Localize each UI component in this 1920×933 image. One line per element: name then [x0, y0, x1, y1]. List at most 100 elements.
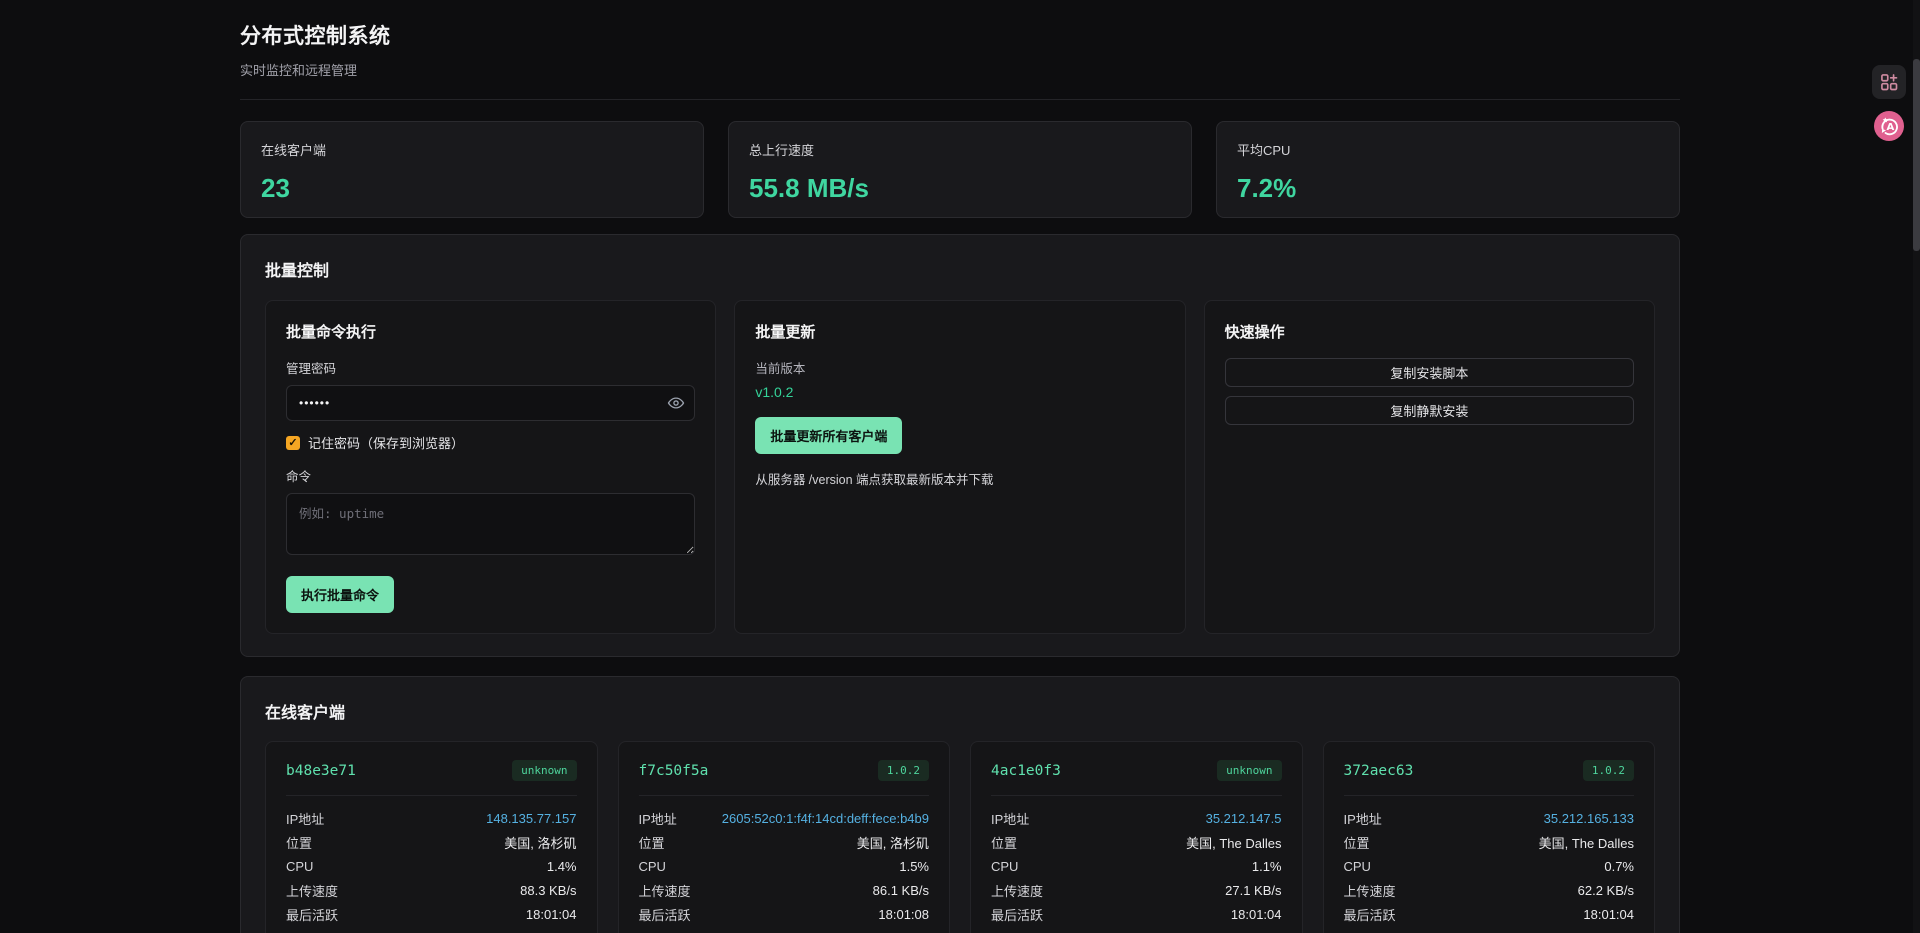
- divider: [1343, 795, 1634, 796]
- cpu-label: CPU: [286, 858, 314, 874]
- client-upload-row: 上传速度 27.1 KB/s: [991, 878, 1282, 902]
- client-ip-row: IP地址 35.212.165.133: [1344, 806, 1635, 830]
- batch-update-all-button[interactable]: 批量更新所有客户端: [755, 417, 903, 454]
- cpu-value: 1.5%: [899, 858, 929, 874]
- divider: [638, 795, 929, 796]
- upload-label: 上传速度: [991, 883, 1044, 899]
- quick-actions-title: 快速操作: [1224, 324, 1285, 341]
- page-header: 分布式控制系统 实时监控和远程管理: [240, 20, 1680, 100]
- client-id: 4ac1e0f3: [991, 762, 1061, 779]
- current-version-value: v1.0.2: [755, 384, 794, 400]
- client-cpu-row: CPU 0.7%: [1344, 854, 1635, 878]
- ip-label: IP地址: [1343, 811, 1382, 827]
- divider: [991, 795, 1282, 796]
- client-version-badge: unknown: [1217, 760, 1282, 781]
- last-active-label: 最后活跃: [286, 907, 339, 923]
- client-ip-row: IP地址 148.135.77.157: [286, 806, 577, 830]
- command-label: 命令: [286, 470, 312, 484]
- cpu-value: 1.4%: [546, 858, 577, 874]
- stat-value: 55.8 MB/s: [749, 173, 869, 203]
- copy-silent-install-button[interactable]: 复制静默安装: [1224, 396, 1634, 425]
- command-textarea[interactable]: [286, 493, 696, 555]
- cpu-value: 1.1%: [1251, 858, 1282, 874]
- location-label: 位置: [638, 835, 665, 851]
- upload-value: 27.1 KB/s: [1225, 882, 1282, 898]
- ip-value: 35.212.165.133: [1543, 810, 1634, 826]
- main-container: 分布式控制系统 实时监控和远程管理 在线客户端 23 总上行速度 55.8 MB…: [240, 0, 1680, 933]
- ip-value: 35.212.147.5: [1205, 810, 1282, 826]
- client-id: 372aec63: [1343, 762, 1414, 779]
- stat-card-avg-cpu: 平均CPU 7.2%: [1216, 121, 1680, 218]
- upload-value: 62.2 KB/s: [1577, 882, 1634, 898]
- last-active-value: 18:01:04: [1230, 906, 1282, 922]
- client-last-active-row: 最后活跃 18:01:04: [1344, 902, 1635, 926]
- remember-password-checkbox[interactable]: ✓: [286, 435, 300, 450]
- batch-command-title: 批量命令执行: [286, 324, 377, 341]
- stat-value: 23: [261, 173, 290, 203]
- client-cpu-row: CPU 1.4%: [286, 854, 577, 878]
- remember-password-row: ✓ 记住密码（保存到浏览器）: [286, 433, 695, 452]
- eye-icon: [668, 397, 685, 409]
- client-upload-row: 上传速度 62.2 KB/s: [1344, 878, 1635, 902]
- upload-value: 86.1 KB/s: [872, 882, 929, 898]
- batch-control-section: 批量控制 批量命令执行 管理密码 ✓ 记住密码（保存到浏: [240, 234, 1680, 657]
- ip-label: IP地址: [991, 811, 1030, 827]
- stat-value: 7.2%: [1237, 173, 1297, 203]
- last-active-value: 18:01:04: [525, 906, 577, 922]
- upload-value: 88.3 KB/s: [520, 882, 577, 898]
- client-ip-row: IP地址 2605:52c0:1:f4f:14cd:deff:fece:b4b9: [639, 806, 930, 830]
- copy-install-script-button[interactable]: 复制安装脚本: [1224, 358, 1634, 387]
- client-location-row: 位置 美国, 洛杉矶: [286, 830, 577, 854]
- execute-batch-command-button[interactable]: 执行批量命令: [286, 576, 395, 613]
- online-clients-section: 在线客户端 b48e3e71 unknown IP地址 148.135.77.1…: [240, 676, 1680, 933]
- batch-control-title: 批量控制: [265, 263, 330, 280]
- quick-actions-panel: 快速操作 复制安装脚本 复制静默安装: [1203, 300, 1655, 634]
- client-card-header: b48e3e71 unknown: [286, 760, 577, 781]
- password-label: 管理密码: [286, 362, 337, 376]
- page-subtitle: 实时监控和远程管理: [240, 63, 358, 78]
- client-version-badge: 1.0.2: [877, 760, 929, 781]
- admin-password-input[interactable]: [286, 385, 696, 421]
- extension-widget-button[interactable]: [1872, 65, 1906, 99]
- location-label: 位置: [1343, 835, 1370, 851]
- location-label: 位置: [286, 835, 313, 851]
- stat-label: 总上行速度: [749, 143, 815, 158]
- client-cpu-row: CPU 1.5%: [639, 854, 930, 878]
- ip-value: 148.135.77.157: [486, 810, 577, 826]
- location-value: 美国, 洛杉矶: [504, 835, 577, 851]
- toggle-password-visibility-button[interactable]: [667, 394, 685, 412]
- client-id: f7c50f5a: [638, 762, 709, 779]
- translate-button[interactable]: A: [1874, 111, 1904, 141]
- client-upload-row: 上传速度 88.3 KB/s: [286, 878, 577, 902]
- scrollbar-thumb[interactable]: [1913, 59, 1920, 251]
- client-last-active-row: 最后活跃 18:01:04: [991, 902, 1282, 926]
- translate-icon: A: [1881, 117, 1898, 136]
- ip-value: 2605:52c0:1:f4f:14cd:deff:fece:b4b9: [721, 810, 929, 826]
- online-clients-title: 在线客户端: [265, 705, 346, 722]
- upload-label: 上传速度: [1343, 883, 1396, 899]
- stat-label: 在线客户端: [261, 143, 327, 158]
- update-hint: 从服务器 /version 端点获取最新版本并下载: [755, 473, 994, 487]
- current-version-label: 当前版本: [755, 362, 806, 376]
- clients-grid: b48e3e71 unknown IP地址 148.135.77.157 位置 …: [265, 741, 1655, 933]
- client-cpu-row: CPU 1.1%: [991, 854, 1282, 878]
- client-location-row: 位置 美国, The Dalles: [991, 830, 1282, 854]
- batch-update-title: 批量更新: [755, 324, 816, 341]
- remember-password-label: 记住密码（保存到浏览器）: [308, 436, 465, 451]
- location-value: 美国, The Dalles: [1538, 835, 1634, 851]
- stat-card-upload-speed: 总上行速度 55.8 MB/s: [728, 121, 1192, 218]
- client-location-row: 位置 美国, 洛杉矶: [639, 830, 930, 854]
- cpu-label: CPU: [638, 858, 666, 874]
- client-card: f7c50f5a 1.0.2 IP地址 2605:52c0:1:f4f:14cd…: [617, 741, 950, 933]
- page-title: 分布式控制系统: [240, 25, 391, 48]
- client-card: 4ac1e0f3 unknown IP地址 35.212.147.5 位置 美国…: [970, 741, 1303, 933]
- batch-command-panel: 批量命令执行 管理密码 ✓ 记住密码（保存到浏览器） 命令: [265, 300, 717, 634]
- client-location-row: 位置 美国, The Dalles: [1344, 830, 1635, 854]
- client-card-header: f7c50f5a 1.0.2: [638, 760, 929, 781]
- last-active-label: 最后活跃: [991, 907, 1044, 923]
- client-last-active-row: 最后活跃 18:01:08: [639, 902, 930, 926]
- batch-panels: 批量命令执行 管理密码 ✓ 记住密码（保存到浏览器） 命令: [265, 300, 1655, 634]
- client-id: b48e3e71: [286, 762, 356, 779]
- client-card: 372aec63 1.0.2 IP地址 35.212.165.133 位置 美国…: [1322, 741, 1655, 933]
- add-widget-icon: [1881, 74, 1898, 91]
